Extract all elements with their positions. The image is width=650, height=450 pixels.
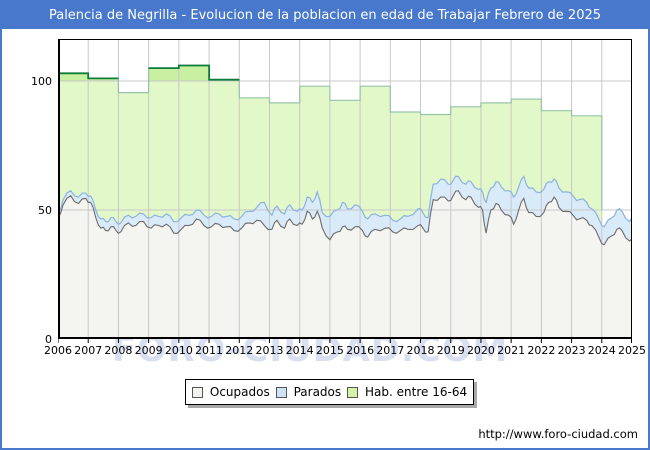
x-axis-tick-label: 2011 bbox=[195, 344, 224, 357]
x-axis-tick-label: 2024 bbox=[587, 344, 616, 357]
y-axis-tick-label: 100 bbox=[31, 75, 52, 88]
x-axis-tick-label: 2016 bbox=[346, 344, 375, 357]
foro-ciudad-link[interactable]: http://www.foro-ciudad.com bbox=[478, 427, 638, 441]
x-axis-tick-label: 2015 bbox=[315, 344, 344, 357]
legend-label: Ocupados bbox=[209, 385, 270, 399]
x-axis-tick-label: 2008 bbox=[104, 344, 133, 357]
legend-swatch-icon bbox=[275, 386, 287, 398]
x-axis-tick-label: 2014 bbox=[285, 344, 314, 357]
x-axis-tick-label: 2006 bbox=[44, 344, 72, 357]
legend-item: Parados bbox=[275, 385, 342, 399]
population-area-chart bbox=[57, 39, 633, 345]
chart-legend: Ocupados Parados Hab. entre 16-64 bbox=[185, 379, 474, 405]
x-axis-tick-label: 2018 bbox=[406, 344, 435, 357]
x-axis-tick-label: 2020 bbox=[466, 344, 495, 357]
legend-swatch-icon bbox=[191, 386, 203, 398]
x-axis-tick-label: 2009 bbox=[134, 344, 163, 357]
page-title: Palencia de Negrilla - Evolucion de la p… bbox=[48, 8, 602, 23]
x-axis-tick-label: 2022 bbox=[527, 344, 556, 357]
x-axis-tick-label: 2012 bbox=[225, 344, 254, 357]
y-axis-tick-label: 50 bbox=[38, 204, 52, 217]
x-axis-tick-label: 2023 bbox=[557, 344, 586, 357]
x-axis-tick-label: 2007 bbox=[74, 344, 103, 357]
x-axis-tick-label: 2013 bbox=[255, 344, 284, 357]
legend-item: Ocupados bbox=[191, 385, 270, 399]
legend-label: Parados bbox=[293, 385, 342, 399]
legend-item: Hab. entre 16-64 bbox=[347, 385, 467, 399]
x-axis-tick-label: 2021 bbox=[497, 344, 526, 357]
x-axis-tick-label: 2019 bbox=[436, 344, 465, 357]
x-axis-tick-label: 2017 bbox=[376, 344, 405, 357]
x-axis-tick-label: 2010 bbox=[164, 344, 193, 357]
legend-label: Hab. entre 16-64 bbox=[365, 385, 468, 399]
y-axis-tick-label: 0 bbox=[45, 333, 52, 346]
chart-title-bar: Palencia de Negrilla - Evolucion de la p… bbox=[2, 2, 648, 29]
legend-swatch-icon bbox=[347, 386, 359, 398]
x-axis-tick-label: 2025 bbox=[618, 344, 646, 357]
